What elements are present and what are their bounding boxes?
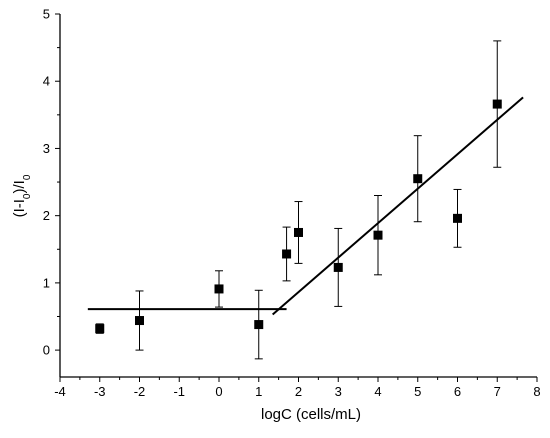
y-tick-label: 4 [43, 74, 50, 89]
data-points [95, 40, 502, 360]
y-title-part: (I-I [11, 199, 28, 217]
x-tick-label: 8 [533, 384, 540, 399]
y-axis-title: (I-I0)/I0 [11, 174, 33, 217]
x-tick-label: 4 [374, 384, 381, 399]
y-tick-label: 2 [43, 208, 50, 223]
data-point [413, 174, 423, 184]
x-tick-label: 6 [454, 384, 461, 399]
data-point [95, 324, 105, 334]
x-tick-label: 5 [414, 384, 421, 399]
fit-line [272, 96, 524, 316]
fit-lines [87, 96, 524, 316]
x-tick-label: 3 [335, 384, 342, 399]
y-title-subscript: 0 [22, 174, 33, 180]
x-tick-label: 7 [494, 384, 501, 399]
y-title-subscript: 0 [22, 193, 33, 199]
data-point [373, 230, 383, 240]
data-point [135, 316, 144, 326]
x-tick-label: -1 [173, 384, 185, 399]
x-tick-label: 2 [295, 384, 302, 399]
axes: -4 -3 -2 -1 0 1 2 3 4 5 6 7 8 0 1 2 3 4 5 [43, 7, 541, 400]
data-point [254, 320, 264, 330]
y-tick-label: 1 [43, 275, 50, 290]
x-tick-label: 0 [215, 384, 222, 399]
y-tick-label: 3 [43, 141, 50, 156]
data-point [294, 227, 303, 237]
y-tick-label: 5 [43, 7, 50, 22]
data-point [453, 213, 462, 223]
data-point [282, 249, 292, 259]
x-axis-title: logC (cells/mL) [261, 406, 361, 423]
data-point [333, 262, 343, 272]
x-tick-label: -3 [94, 384, 106, 399]
x-tick-label: -2 [134, 384, 146, 399]
x-tick-label: -4 [54, 384, 66, 399]
x-tick-label: 1 [255, 384, 262, 399]
y-title-part: )/I [11, 180, 28, 193]
data-point [492, 99, 502, 109]
data-point [214, 284, 224, 294]
y-tick-label: 0 [43, 343, 50, 358]
